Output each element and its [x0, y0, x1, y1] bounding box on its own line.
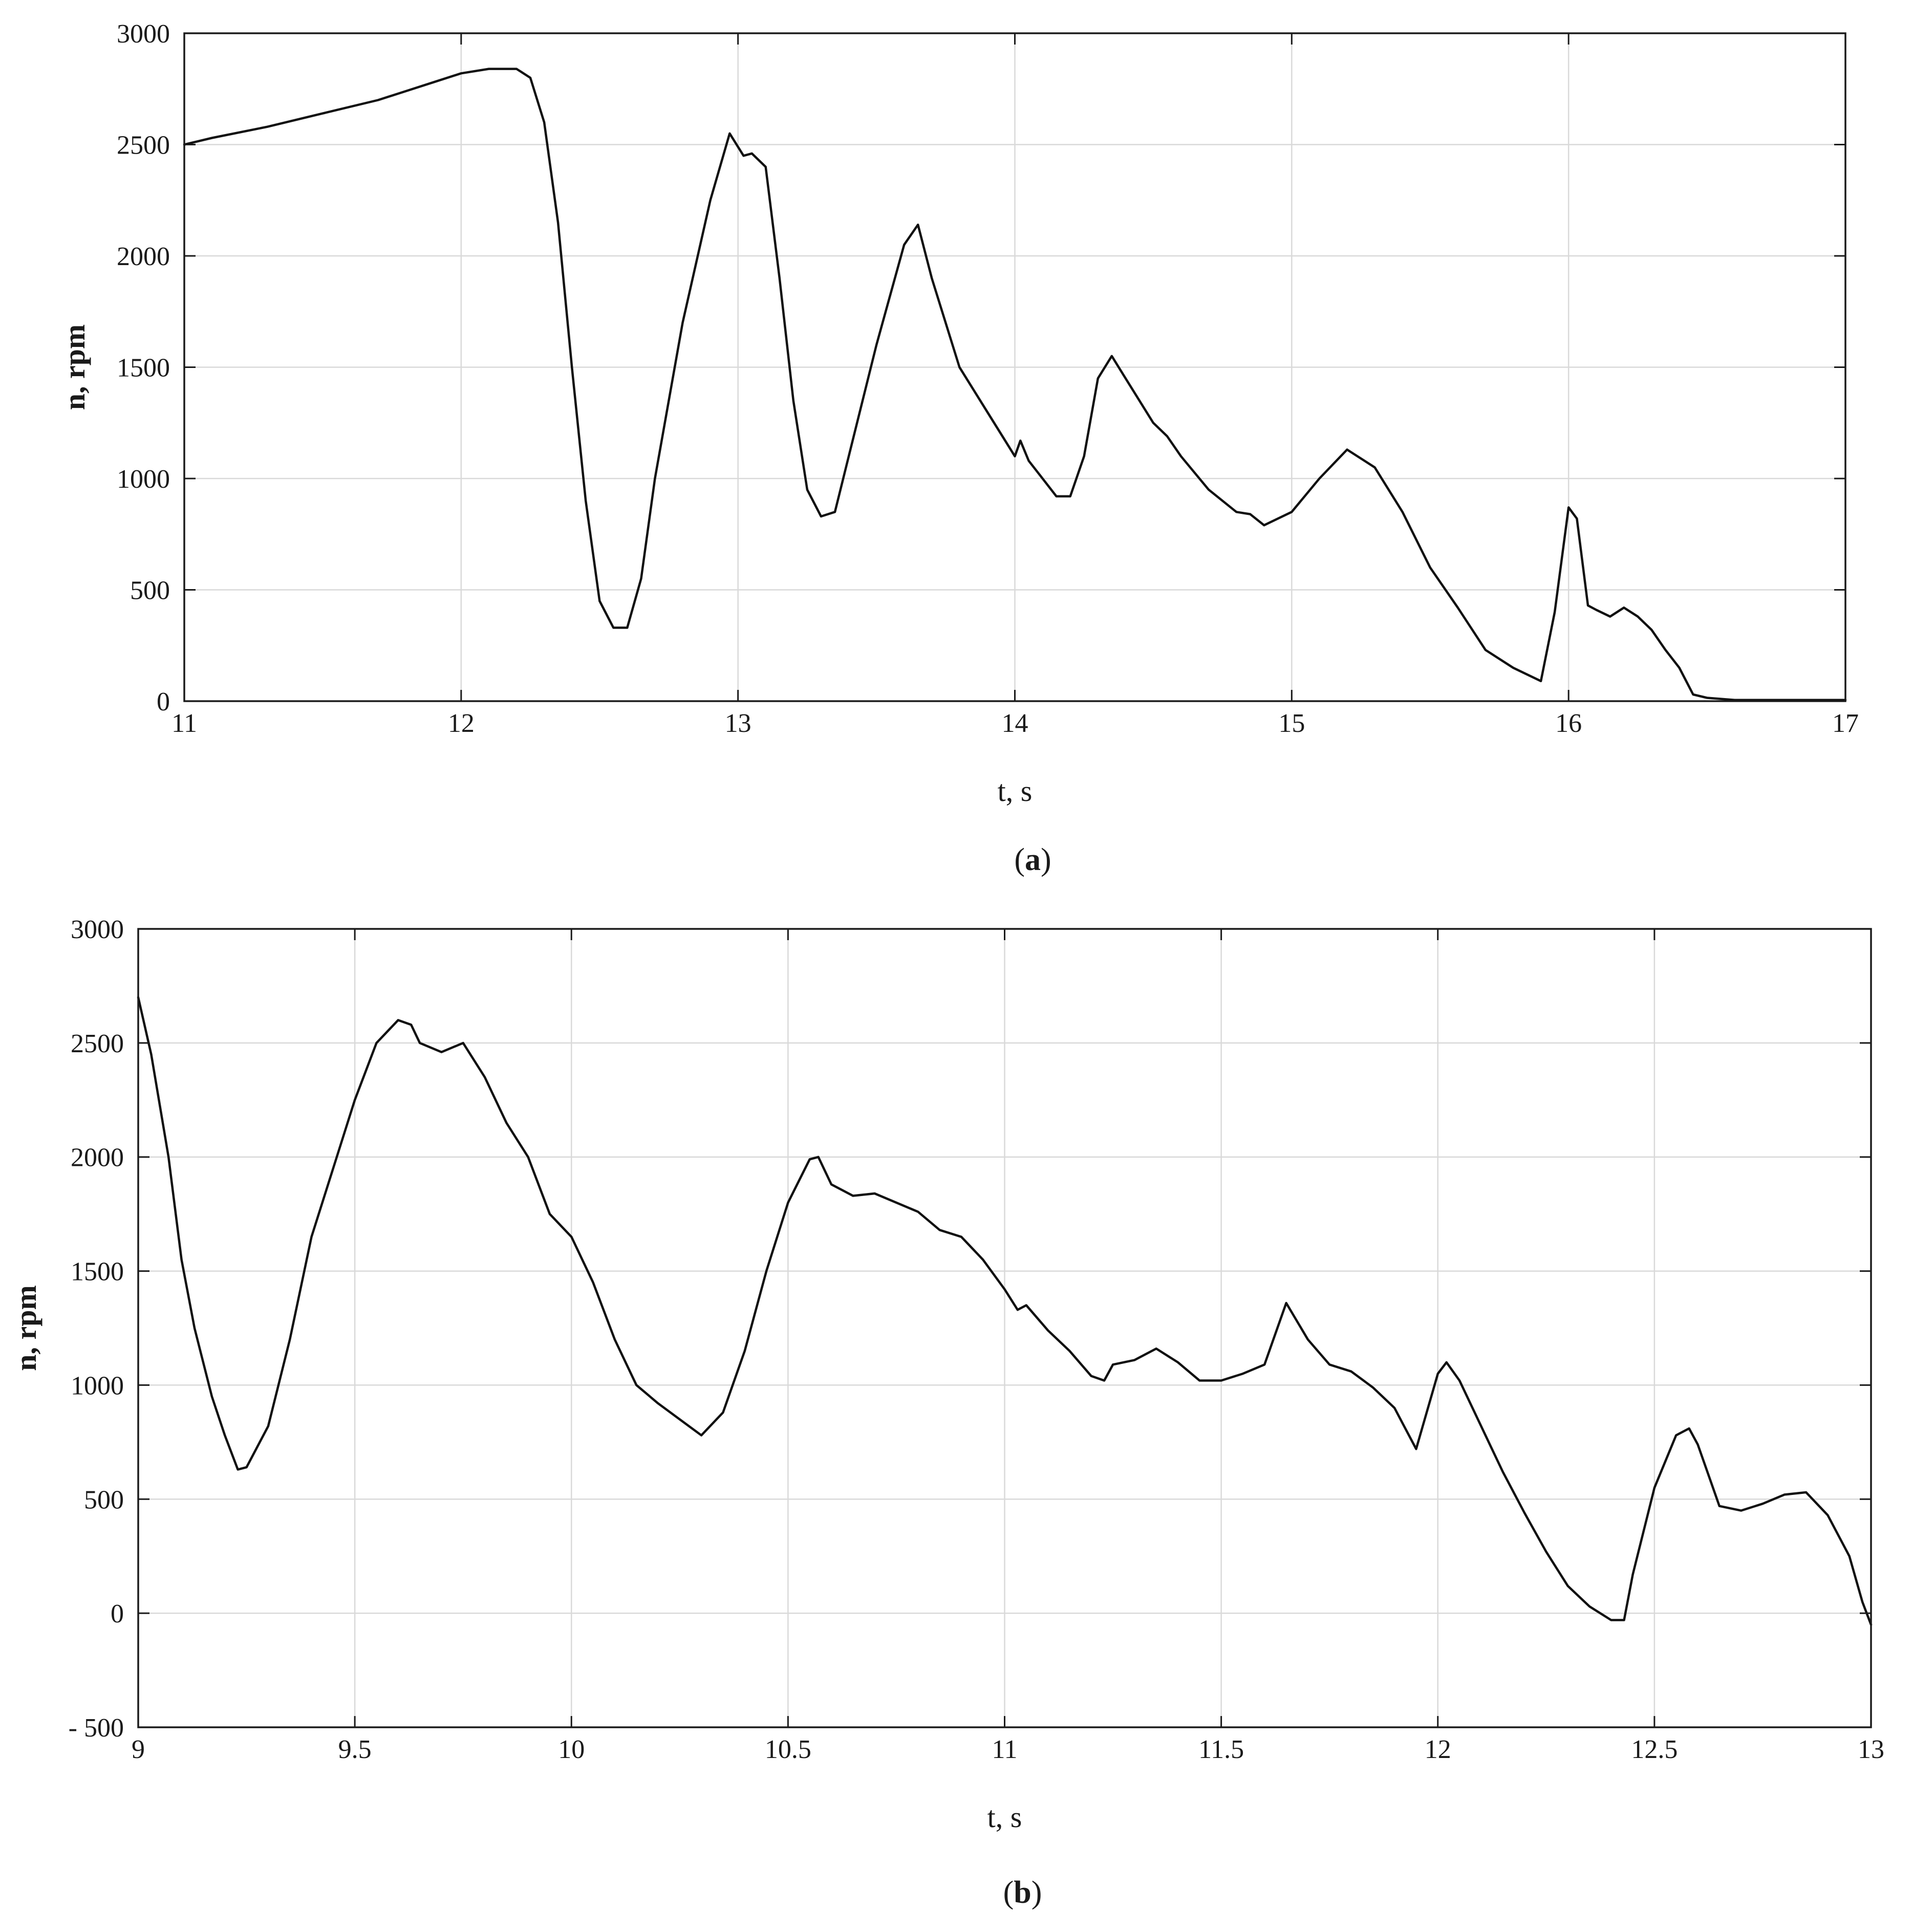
panel-a: 11 12 13 14 15 16 17 0 500 1000 1500 2000 2500 3000 t,…	[58, 19, 1859, 877]
y-tick-label: 2500	[117, 131, 170, 160]
x-tick-label: 10	[558, 1735, 585, 1764]
y-tick-label: 3000	[71, 915, 124, 944]
x-tick-label: 11	[992, 1735, 1017, 1764]
y-tick-label: 2000	[117, 242, 170, 271]
x-tick-label: 12	[448, 709, 475, 738]
y-tick-label: 1500	[71, 1257, 124, 1287]
y-tick-label: 1000	[117, 465, 170, 494]
panel-b: 9 9.5 10 10.5 11 11.5 12 12.5 13 - 500 0 500 1000 150…	[9, 915, 1884, 1910]
x-tick-label: 17	[1832, 709, 1859, 738]
caption-paren-open: (	[1014, 842, 1025, 877]
x-tick-label: 9.5	[338, 1735, 372, 1764]
x-tick-label: 13	[1858, 1735, 1884, 1764]
y-tick-label: 500	[84, 1485, 124, 1514]
y-tick-label: 0	[111, 1599, 124, 1629]
series-line	[137, 996, 1873, 1626]
caption-paren-close: )	[1041, 842, 1051, 877]
x-tick-label: 15	[1278, 709, 1305, 738]
x-axis-label: t, s	[998, 774, 1033, 808]
x-tick-label: 13	[725, 709, 751, 738]
y-tick-label: 0	[157, 687, 170, 717]
caption-paren-open: (	[1003, 1875, 1014, 1910]
x-tick-label: 16	[1555, 709, 1582, 738]
caption-paren-close: )	[1031, 1875, 1042, 1910]
panel-caption: (b)	[1003, 1875, 1042, 1910]
y-tick-label: 1500	[117, 354, 170, 383]
x-tick-label: 12.5	[1631, 1735, 1678, 1764]
y-tick-label: 2000	[71, 1143, 124, 1173]
x-axis-label: t, s	[987, 1800, 1022, 1834]
caption-letter: a	[1025, 842, 1041, 877]
x-tick-label: 14	[1002, 709, 1028, 738]
y-tick-label: - 500	[69, 1713, 124, 1743]
caption-letter: b	[1014, 1875, 1031, 1910]
x-tick-label: 11	[171, 709, 197, 738]
y-tick-label: 1000	[71, 1371, 124, 1400]
series-line	[183, 68, 1847, 702]
y-tick-label: 500	[130, 576, 170, 605]
x-tick-label: 11.5	[1198, 1735, 1244, 1764]
y-axis-label: n, rpm	[9, 1285, 42, 1371]
x-tick-label: 10.5	[765, 1735, 811, 1764]
x-tick-label: 12	[1425, 1735, 1451, 1764]
y-tick-label: 3000	[117, 19, 170, 49]
panel-caption: (a)	[1014, 842, 1051, 877]
x-tick-label: 9	[132, 1735, 145, 1764]
y-axis-label: n, rpm	[58, 324, 91, 410]
y-tick-label: 2500	[71, 1029, 124, 1058]
